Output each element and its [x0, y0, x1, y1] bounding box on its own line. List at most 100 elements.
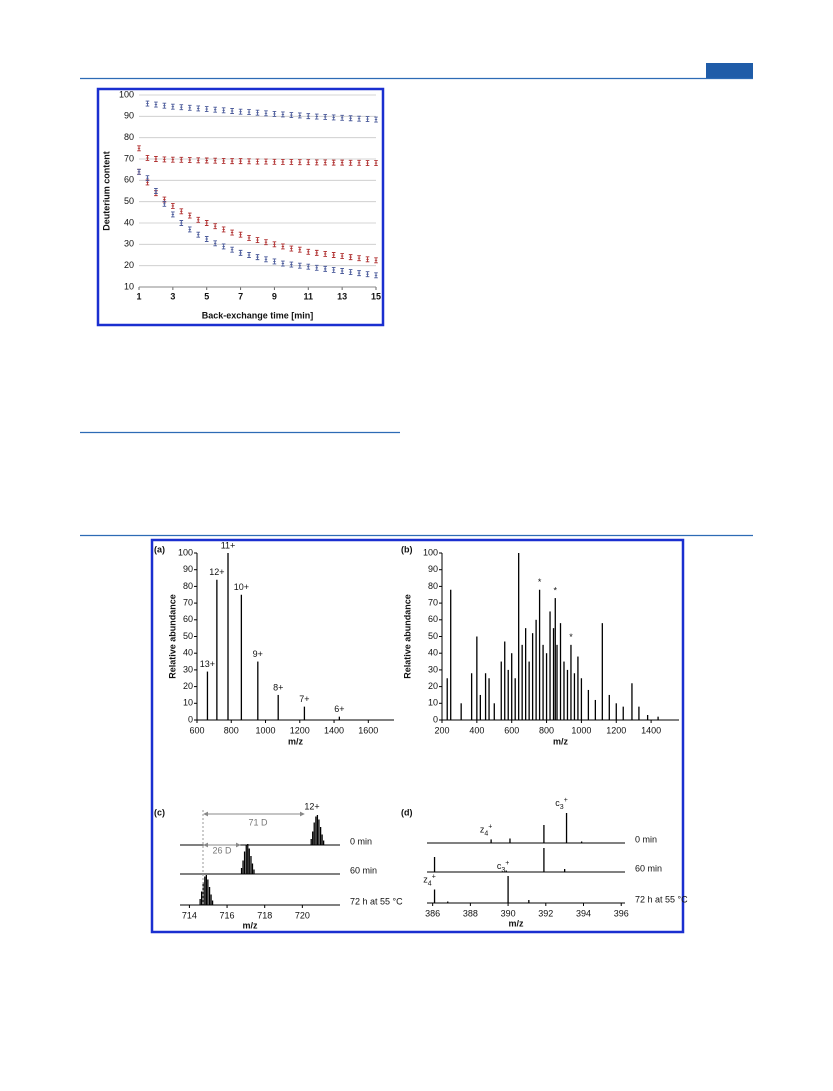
ion-base: c [497, 861, 502, 871]
data-point [314, 113, 319, 120]
peak-label: 6+ [334, 704, 344, 714]
x-axis-label: m/z [288, 736, 304, 746]
x-tick-label: 388 [463, 908, 478, 918]
data-point [348, 115, 353, 122]
peak-label: 10+ [234, 582, 249, 592]
data-point [264, 239, 268, 246]
y-tick-label: 40 [124, 217, 134, 227]
y-tick-label: 50 [428, 631, 438, 641]
data-point [306, 263, 311, 270]
data-point [221, 226, 226, 233]
peak-label: * [538, 577, 542, 587]
data-point [357, 115, 361, 122]
data-point [323, 265, 328, 272]
y-tick-label: 60 [124, 175, 134, 185]
data-point [204, 157, 209, 164]
data-point [306, 159, 311, 166]
header-tab [706, 63, 753, 78]
data-point [145, 175, 150, 182]
data-point [230, 108, 234, 114]
y-axis-label: Relative abundance [402, 594, 412, 679]
data-point [365, 160, 370, 167]
x-tick-label: 600 [189, 725, 204, 735]
peak-label: 9+ [253, 649, 263, 659]
panel-label: (b) [401, 544, 413, 554]
data-point [162, 156, 167, 163]
x-tick-label: 1200 [606, 725, 626, 735]
data-point [298, 246, 302, 253]
y-tick-label: 90 [183, 564, 193, 574]
data-point [374, 116, 378, 123]
data-point [230, 246, 234, 253]
annotation: 12+ [304, 801, 319, 811]
y-tick-label: 10 [428, 698, 438, 708]
x-tick-label: 386 [425, 908, 440, 918]
x-tick-label: 7 [238, 291, 243, 301]
ion-label: z4+ [480, 823, 493, 837]
data-point [255, 109, 260, 116]
data-point [281, 159, 285, 165]
data-point [247, 252, 251, 258]
data-point [137, 168, 141, 175]
data-point [221, 157, 226, 164]
data-point [196, 216, 201, 223]
data-point [162, 102, 167, 109]
y-tick-label: 70 [124, 153, 134, 163]
x-tick-label: 600 [504, 725, 519, 735]
y-tick-label: 20 [124, 260, 134, 270]
data-point [230, 229, 234, 236]
x-tick-label: 390 [501, 908, 516, 918]
figure-frame [150, 538, 685, 934]
y-tick-label: 40 [428, 648, 438, 658]
data-point [213, 223, 217, 230]
x-tick-label: 714 [182, 910, 197, 920]
ion-sub: 3 [501, 867, 505, 874]
data-point [365, 271, 370, 278]
x-tick-label: 1200 [290, 725, 310, 735]
x-tick-label: 1400 [324, 725, 344, 735]
y-tick-label: 70 [428, 597, 438, 607]
data-point [145, 154, 150, 161]
data-point [238, 231, 243, 238]
data-point [255, 158, 260, 165]
x-tick-label: 720 [295, 910, 310, 920]
data-point [221, 107, 226, 114]
data-point [162, 200, 167, 207]
data-point [213, 240, 217, 247]
data-point [196, 157, 201, 164]
peak-label: 8+ [273, 682, 283, 692]
data-point [255, 237, 260, 244]
data-point [255, 254, 260, 261]
y-tick-label: 80 [428, 581, 438, 591]
data-point [289, 245, 294, 252]
data-point [306, 113, 311, 120]
x-tick-label: 200 [434, 725, 449, 735]
data-point [289, 112, 294, 119]
data-point [348, 254, 353, 261]
x-axis-label: m/z [242, 920, 258, 930]
data-point [374, 257, 378, 264]
data-point [289, 159, 294, 165]
y-tick-label: 0 [433, 714, 438, 724]
data-point [314, 159, 319, 166]
y-tick-label: 80 [124, 132, 134, 142]
row-label: 72 h at 55 °C [350, 896, 403, 906]
x-tick-label: 9 [272, 291, 277, 301]
panel-label: (d) [401, 807, 413, 817]
data-point [238, 108, 243, 115]
y-tick-label: 100 [119, 89, 134, 99]
data-point [196, 105, 201, 112]
data-point [264, 158, 268, 165]
data-point [314, 264, 319, 271]
annotation: 71 D [248, 817, 268, 827]
data-point [238, 249, 243, 256]
x-tick-label: 1000 [256, 725, 276, 735]
ion-sub: 4 [428, 880, 432, 887]
y-tick-label: 30 [124, 239, 134, 249]
data-point [179, 104, 184, 111]
y-tick-label: 10 [183, 698, 193, 708]
ion-sub: 3 [560, 804, 564, 811]
row-label: 60 min [635, 863, 662, 873]
ion-base: z [423, 875, 428, 885]
